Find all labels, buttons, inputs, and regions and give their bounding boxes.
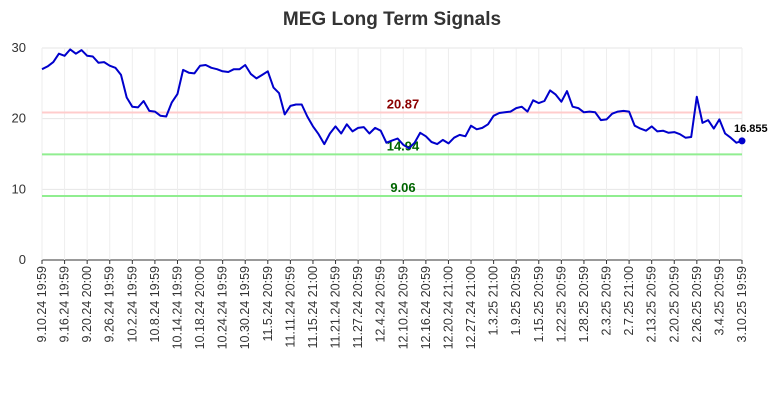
last-point-marker	[738, 137, 746, 145]
x-tick-label: 12.10.24 20:59	[396, 266, 410, 349]
x-tick-label: 12.20.24 21:00	[441, 266, 455, 349]
x-tick-label: 9.20.24 20:00	[80, 266, 94, 343]
x-tick-label: 2.13.25 20:59	[645, 266, 659, 343]
last-value-label: 16.855	[734, 123, 768, 135]
x-tick-label: 10.18.24 20:00	[193, 266, 207, 349]
x-tick-label: 1.28.25 20:59	[577, 266, 591, 343]
x-tick-label: 2.7.25 21:00	[622, 266, 636, 336]
x-tick-label: 11.11.24 20:59	[283, 266, 297, 348]
chart-title: MEG Long Term Signals	[283, 9, 501, 30]
level-label: 9.06	[390, 180, 415, 195]
x-tick-label: 2.26.25 20:59	[690, 266, 704, 343]
x-tick-label: 11.15.24 21:00	[306, 266, 320, 349]
y-tick-label: 20	[12, 111, 26, 126]
x-tick-label: 2.3.25 20:59	[600, 266, 614, 336]
x-tick-label: 3.4.25 20:59	[712, 266, 726, 336]
y-tick-label: 30	[12, 40, 26, 55]
x-tick-label: 12.16.24 20:59	[419, 266, 433, 349]
x-tick-label: 9.26.24 19:59	[103, 266, 117, 343]
x-tick-label: 10.24.24 19:59	[216, 266, 230, 349]
x-axis: 9.10.24 19:59 9.16.24 19:59 9.20.24 20:00 9…	[35, 260, 749, 349]
x-tick-label: 1.22.25 20:59	[554, 266, 568, 343]
x-tick-label: 11.5.24 20:59	[261, 266, 275, 342]
x-tick-label: 10.14.24 19:59	[170, 266, 184, 349]
x-tick-label: 12.4.24 20:59	[374, 266, 388, 343]
x-tick-label: 3.10.25 19:59	[735, 266, 749, 343]
x-tick-label: 10.8.24 19:59	[148, 266, 162, 343]
x-tick-label: 11.27.24 20:59	[351, 266, 365, 349]
price-series: 16.855	[41, 48, 768, 150]
level-label: 20.87	[387, 97, 420, 112]
x-tick-label: 1.15.25 20:59	[532, 266, 546, 343]
x-tick-label: 9.16.24 19:59	[58, 266, 72, 343]
x-tick-label: 11.21.24 20:59	[329, 266, 343, 349]
y-axis: 0 10 20 30	[12, 40, 26, 267]
x-tick-label: 12.27.24 21:00	[464, 266, 478, 349]
x-tick-label: 1.3.25 21:00	[487, 266, 501, 336]
price-line	[41, 48, 743, 150]
y-tick-label: 10	[12, 181, 26, 196]
y-tick-label: 0	[19, 252, 26, 267]
x-tick-label: 10.30.24 19:59	[238, 266, 252, 349]
x-tick-label: 9.10.24 19:59	[35, 266, 49, 343]
x-tick-label: 10.2.24 19:59	[125, 266, 139, 343]
x-tick-label: 1.9.25 20:59	[509, 266, 523, 336]
x-tick-label: 2.20.25 20:59	[667, 266, 681, 343]
